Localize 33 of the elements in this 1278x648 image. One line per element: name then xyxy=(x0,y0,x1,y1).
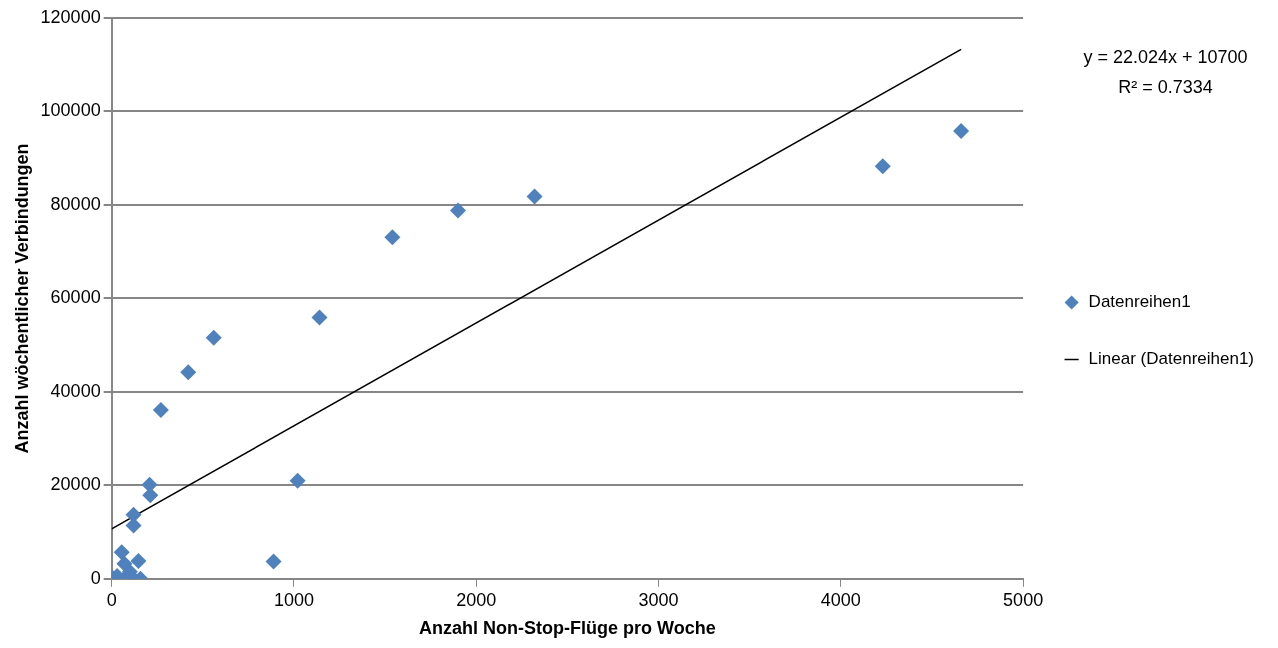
point xyxy=(526,188,543,205)
y-tick-label: 0 xyxy=(90,567,101,588)
point xyxy=(152,402,169,419)
point xyxy=(180,364,197,381)
point xyxy=(450,202,467,219)
point xyxy=(205,329,222,346)
point xyxy=(113,544,130,561)
y-tick-label: 20000 xyxy=(50,474,101,495)
text: R² = 0.7334 xyxy=(1118,76,1213,97)
point xyxy=(311,309,328,326)
point xyxy=(130,553,147,570)
y-axis-title: Anzahl wöchentlicher Verbindungen xyxy=(11,143,32,454)
y-tick-label: 120000 xyxy=(40,6,101,27)
legend-label: Linear (Datenreihen1) xyxy=(1088,349,1255,369)
y-tick-label: 100000 xyxy=(40,100,101,121)
y-tick-label: 60000 xyxy=(50,287,101,308)
point xyxy=(289,472,306,489)
x-tick-label: 3000 xyxy=(638,589,679,610)
point xyxy=(953,123,970,140)
point xyxy=(142,487,159,504)
x-tick-label: 4000 xyxy=(820,589,861,610)
x-tick-label: 2000 xyxy=(456,589,497,610)
text: y = 22.024x + 10700 xyxy=(1083,46,1248,67)
x-tick-label: 1000 xyxy=(273,589,314,610)
x-axis-title: Anzahl Non-Stop-Flüge pro Woche xyxy=(419,618,716,639)
legend-label: Datenreihen1 xyxy=(1088,292,1191,312)
x-tick-label: 0 xyxy=(106,589,117,610)
x-tick-label: 5000 xyxy=(1003,589,1044,610)
point xyxy=(874,158,891,175)
point xyxy=(265,553,282,570)
y-tick-label: 80000 xyxy=(50,193,101,214)
y-tick-label: 40000 xyxy=(50,380,101,401)
point xyxy=(384,229,401,246)
